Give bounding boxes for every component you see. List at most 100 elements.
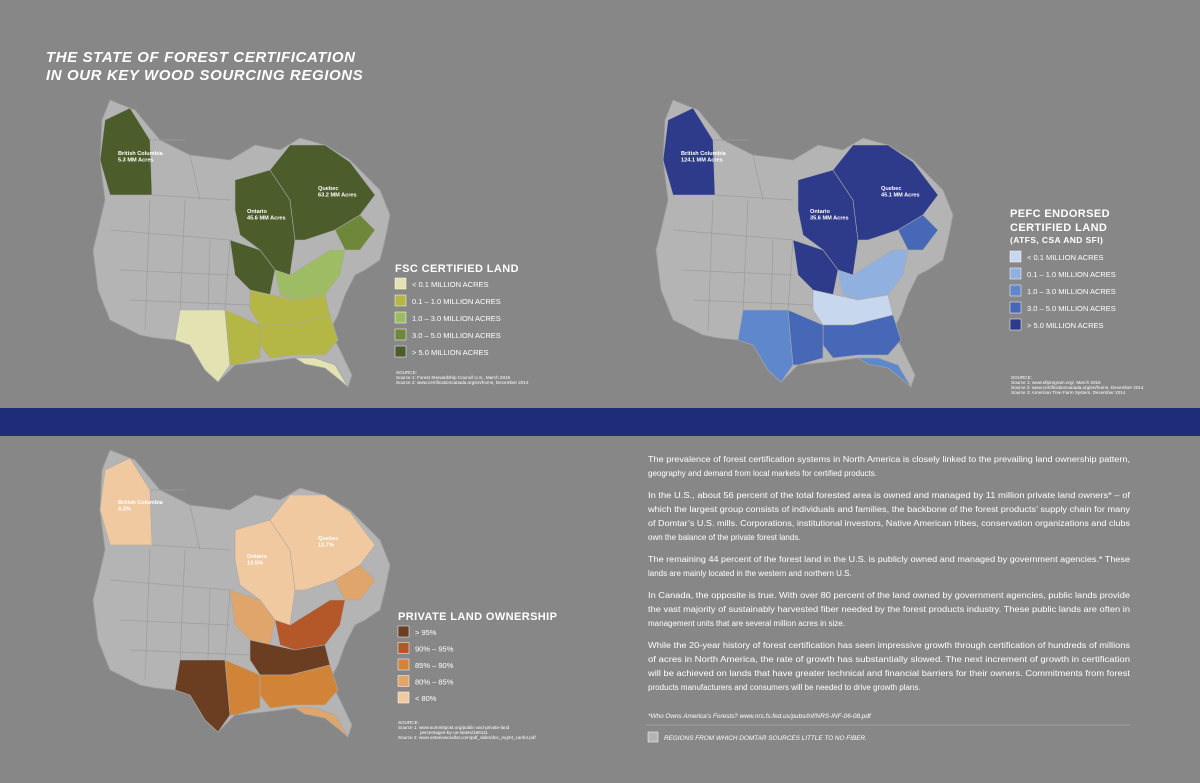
region-border xyxy=(707,199,714,331)
region-border xyxy=(207,589,211,661)
legend-swatch xyxy=(394,345,407,358)
source: Source 1: Forest Stewardship Council U.S… xyxy=(396,375,511,380)
paragraph-line: will be achieved on lands that have grea… xyxy=(647,669,1131,678)
map-label-value: 63.2 MM Acres xyxy=(318,193,357,199)
legend-swatch xyxy=(394,311,407,324)
region xyxy=(837,249,909,301)
region-border xyxy=(224,239,231,311)
legend-swatch xyxy=(1009,318,1022,331)
region-border xyxy=(787,239,794,311)
region-border xyxy=(770,239,774,311)
legend-swatch xyxy=(394,294,407,307)
source: Source 2: www.certificationcanada.org/en… xyxy=(1011,385,1144,390)
legend-swatch xyxy=(394,277,407,290)
map-label-name: Ontario xyxy=(810,209,830,215)
legend-swatch xyxy=(397,625,410,638)
region-border xyxy=(144,549,151,681)
title-line: THE STATE OF FOREST CERTIFICATION xyxy=(46,49,356,66)
legend-label: 1.0 – 3.0 MILLION ACRES xyxy=(1027,287,1116,296)
region xyxy=(334,564,376,601)
region-border xyxy=(129,299,251,306)
region xyxy=(224,309,261,366)
region xyxy=(274,249,346,301)
divider-band xyxy=(0,408,1200,436)
legend-title: CERTIFIED LAND xyxy=(1010,222,1107,234)
source: SOURCE: xyxy=(398,720,419,725)
paragraph-line: The remaining 44 percent of the forest l… xyxy=(648,555,1131,564)
paragraph-line: own the balance of the private forest la… xyxy=(648,533,801,542)
region xyxy=(259,664,339,709)
legend-label: 1.0 – 3.0 MILLION ACRES xyxy=(412,314,501,323)
source: Source 2: www.certificationcanada.org/en… xyxy=(396,380,529,385)
map-label-value: 12.7% xyxy=(318,543,334,549)
legend-swatch xyxy=(397,691,410,704)
legend-swatch xyxy=(397,675,410,687)
map-label-name: Quebec xyxy=(318,186,339,192)
note-swatch xyxy=(647,731,659,743)
map-label-value: 124.1 MM Acres xyxy=(681,158,723,164)
region-border xyxy=(151,194,231,201)
region-border xyxy=(109,579,231,591)
source: SOURCE: xyxy=(1011,375,1032,380)
paragraph-line: which the largest group consists of indi… xyxy=(647,505,1130,514)
map-label-value: 5.3 MM Acres xyxy=(118,158,154,164)
region xyxy=(99,457,153,546)
legend-label: 3.0 – 5.0 MILLION ACRES xyxy=(412,331,501,340)
legend-label: 85% – 90% xyxy=(415,661,454,670)
region xyxy=(897,214,939,251)
region-border xyxy=(109,229,231,241)
paragraph-line: In Canada, the opposite is true. With ov… xyxy=(648,591,1131,600)
map-label-value: 13.5% xyxy=(247,561,263,567)
map-label-value: 45.6 MM Acres xyxy=(247,216,286,222)
region xyxy=(224,659,261,716)
region-border xyxy=(179,199,186,311)
region-border xyxy=(692,299,814,306)
region xyxy=(334,214,376,251)
legend-swatch xyxy=(1009,284,1022,297)
legend-label: > 95% xyxy=(415,628,437,637)
legend-swatch xyxy=(394,328,407,341)
region xyxy=(293,707,349,738)
source: Source 2: www.ontariowoodlot.com/pdf_old… xyxy=(398,735,536,740)
legend-swatch xyxy=(397,658,410,671)
source: Source 1: www.summitpost.org/public-and-… xyxy=(398,725,510,730)
legend-swatch xyxy=(1009,250,1022,263)
map-label-value: 45.1 MM Acres xyxy=(881,193,920,199)
legend-swatch xyxy=(1009,301,1022,314)
legend-label: 80% – 85% xyxy=(415,678,454,687)
region xyxy=(787,309,824,366)
paragraph-line: The prevalence of forest certification s… xyxy=(648,455,1130,464)
legend-label: > 5.0 MILLION ACRES xyxy=(1027,321,1104,330)
region-border xyxy=(207,239,211,311)
legend-label: > 5.0 MILLION ACRES xyxy=(412,348,489,357)
legend-label: 3.0 – 5.0 MILLION ACRES xyxy=(1027,304,1116,313)
region-border xyxy=(144,199,151,331)
map-label-name: British Columbia xyxy=(118,500,164,506)
paragraph-line: In the U.S., about 56 percent of the tot… xyxy=(648,491,1131,500)
source: Source 1: www.sfiprogram.org/, March 201… xyxy=(1011,380,1101,385)
region xyxy=(662,107,716,196)
source: Source 3: American Tree Farm System, Dec… xyxy=(1011,390,1126,395)
region-border xyxy=(179,549,186,661)
region-border xyxy=(742,199,749,311)
paragraph-line: the vast majority of sustainably harvest… xyxy=(648,605,1130,614)
paragraph-line: of acres in North America, the rate of g… xyxy=(648,655,1130,664)
source: SOURCE: xyxy=(396,370,417,375)
legend-swatch xyxy=(1009,267,1022,280)
paragraph-line: management units that are several millio… xyxy=(648,619,845,628)
legend-title: FSC CERTIFIED LAND xyxy=(395,263,519,275)
legend-label: 0.1 – 1.0 MILLION ACRES xyxy=(1027,270,1116,279)
region xyxy=(99,107,153,196)
legend-title: (ATFS, CSA AND SFI) xyxy=(1010,235,1103,245)
region xyxy=(856,357,912,388)
paragraph-line: While the 20-year history of forest cert… xyxy=(648,641,1130,650)
map-label-value: 35.6 MM Acres xyxy=(810,216,849,222)
region xyxy=(822,314,902,359)
legend-title: PRIVATE LAND OWNERSHIP xyxy=(398,611,557,623)
map-label-value: 4.3% xyxy=(118,507,131,513)
legend-label: < 80% xyxy=(415,694,437,703)
map-label-name: British Columbia xyxy=(118,151,164,157)
region-border xyxy=(189,504,201,551)
